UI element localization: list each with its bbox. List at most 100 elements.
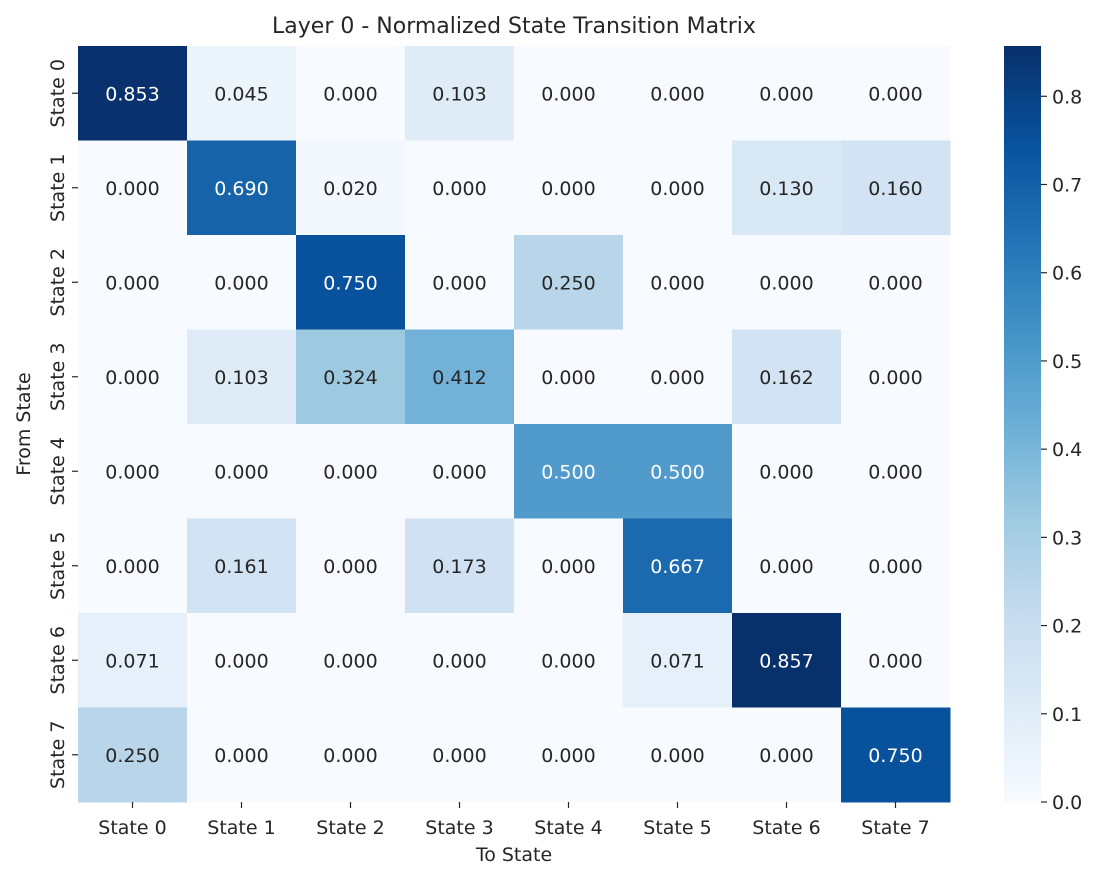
cell-value-label: 0.000 [759,461,813,483]
cell-value-label: 0.000 [214,745,268,767]
cell-value-label: 0.000 [650,367,704,389]
x-tick-label: State 2 [316,817,384,839]
heatmap-cells: 0.853 0.045 0.000 0.103 0.000 0.000 0.000 0.000… [78,46,951,803]
heatmap-cell [405,518,515,614]
heatmap-cell [623,424,733,519]
cell-value-label: 0.000 [868,650,922,672]
cell-value-label: 0.000 [105,367,159,389]
heatmap-cell [296,707,406,803]
cell-value-label: 0.000 [214,272,268,294]
heatmap-cell [78,424,188,519]
heatmap-cell [732,46,842,141]
heatmap-cell [514,424,624,519]
colorbar-tick-label: 0.0 [1052,792,1082,814]
x-tick-label: State 7 [861,817,929,839]
colorbar-tick-label: 0.8 [1052,86,1082,108]
cell-value-label: 0.250 [105,745,159,767]
heatmap-cell [405,140,515,236]
colorbar-gradient [1004,46,1041,802]
heatmap-cell [296,613,406,708]
cell-value-label: 0.071 [105,650,159,672]
x-tick-label: State 1 [207,817,275,839]
colorbar-tick-label: 0.2 [1052,616,1082,638]
cell-value-label: 0.000 [650,83,704,105]
cell-value-label: 0.000 [759,272,813,294]
cell-value-label: 0.000 [541,556,595,578]
cell-value-label: 0.000 [650,272,704,294]
y-tick-label: State 6 [47,626,69,694]
heatmap-cell [296,329,406,425]
cell-value-label: 0.750 [323,272,377,294]
chart-title: Layer 0 - Normalized State Transition Ma… [272,14,756,39]
heatmap-cell [514,329,624,425]
heatmap-cell [841,707,951,803]
heatmap-cell [514,518,624,614]
heatmap-cell [732,329,842,425]
heatmap-cell [187,235,297,330]
cell-value-label: 0.000 [214,461,268,483]
cell-value-label: 0.000 [105,556,159,578]
heatmap-cell [78,235,188,330]
cell-value-label: 0.000 [868,461,922,483]
cell-value-label: 0.045 [214,83,268,105]
cell-value-label: 0.000 [759,556,813,578]
heatmap-cell [514,140,624,236]
x-tick-label: State 6 [752,817,820,839]
heatmap-cell [841,329,951,425]
cell-value-label: 0.000 [541,178,595,200]
cell-value-label: 0.000 [868,83,922,105]
cell-value-label: 0.000 [214,650,268,672]
cell-value-label: 0.750 [868,745,922,767]
heatmap-cell [841,46,951,141]
heatmap-cell [623,518,733,614]
heatmap-cell [732,613,842,708]
heatmap-cell [296,424,406,519]
y-tick-labels: State 0 State 1 State 2 State 3 State 4 State… [47,59,78,789]
cell-value-label: 0.324 [323,367,377,389]
heatmap-cell [78,518,188,614]
heatmap-cell [623,235,733,330]
heatmap-cell [187,329,297,425]
heatmap-cell [296,140,406,236]
heatmap-cell [732,707,842,803]
y-tick-label: State 1 [47,154,69,222]
heatmap-cell [623,707,733,803]
heatmap-cell [405,235,515,330]
cell-value-label: 0.853 [105,83,159,105]
cell-value-label: 0.000 [432,272,486,294]
cell-value-label: 0.000 [868,556,922,578]
cell-value-label: 0.500 [650,461,704,483]
heatmap-cell [514,235,624,330]
y-axis-label: From State [13,372,35,475]
cell-value-label: 0.103 [214,367,268,389]
heatmap-cell [841,424,951,519]
cell-value-label: 0.071 [650,650,704,672]
colorbar-tick-label: 0.6 [1052,263,1082,285]
cell-value-label: 0.162 [759,367,813,389]
heatmap-cell [296,46,406,141]
cell-value-label: 0.000 [650,178,704,200]
cell-value-label: 0.103 [432,83,486,105]
y-tick-label: State 5 [47,532,69,600]
cell-value-label: 0.000 [323,745,377,767]
colorbar-tick-label: 0.7 [1052,174,1082,196]
cell-value-label: 0.161 [214,556,268,578]
x-axis-label: To State [475,844,552,866]
y-tick-label: State 0 [47,59,69,127]
cell-value-label: 0.250 [541,272,595,294]
heatmap-cell [732,518,842,614]
colorbar-tick-label: 0.4 [1052,439,1082,461]
cell-value-label: 0.000 [323,650,377,672]
y-tick-label: State 3 [47,343,69,411]
heatmap-cell [841,140,951,236]
heatmap-cell [405,424,515,519]
cell-value-label: 0.000 [759,83,813,105]
heatmap-cell [514,707,624,803]
cell-value-label: 0.857 [759,650,813,672]
cell-value-label: 0.000 [432,745,486,767]
y-tick-label: State 7 [47,721,69,789]
colorbar-tick-label: 0.5 [1052,351,1082,373]
heatmap-cell [514,46,624,141]
heatmap-cell [623,613,733,708]
